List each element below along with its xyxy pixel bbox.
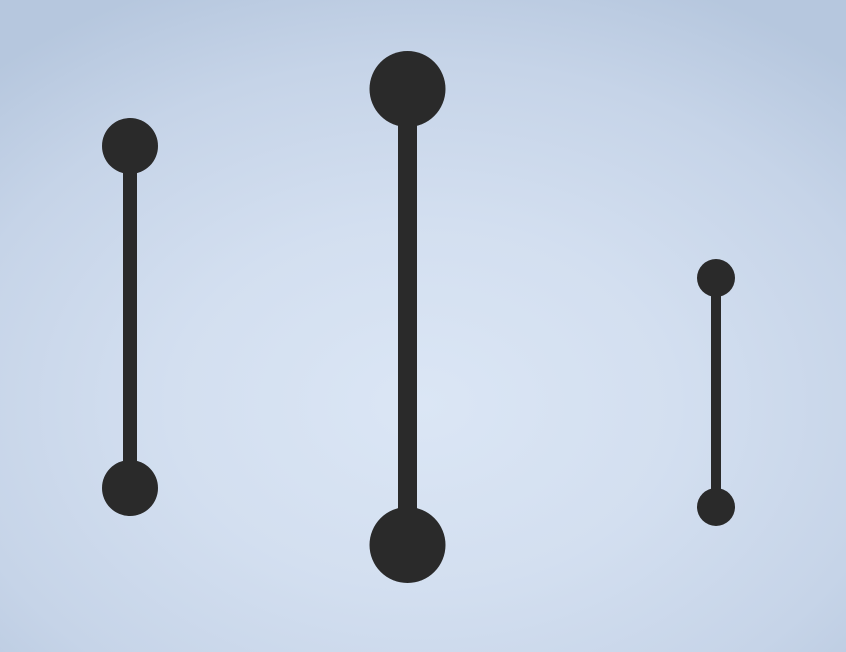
dumbbell-left-bottom-ball <box>102 460 158 516</box>
dumbbell-right <box>697 259 735 526</box>
dumbbell-right-top-ball <box>697 259 735 297</box>
dumbbell-center-bottom-ball <box>369 507 446 583</box>
dumbbell-left <box>102 118 158 516</box>
dumbbell-center <box>369 51 446 583</box>
dumbbell-right-rod <box>711 278 721 507</box>
dumbbell-left-rod <box>123 146 137 488</box>
dumbbell-center-rod <box>398 89 417 545</box>
dumbbell-center-top-ball <box>369 51 446 127</box>
dumbbell-right-bottom-ball <box>697 488 735 526</box>
dumbbell-left-top-ball <box>102 118 158 174</box>
